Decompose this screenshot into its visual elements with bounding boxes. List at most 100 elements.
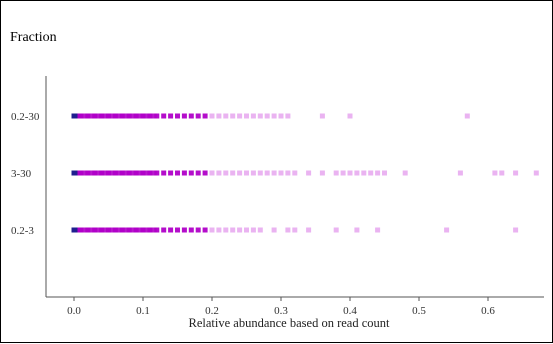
- data-point: [340, 170, 346, 176]
- data-point: [216, 227, 222, 233]
- data-point: [230, 227, 236, 233]
- data-point: [244, 227, 249, 233]
- data-point: [292, 227, 298, 233]
- data-point: [85, 227, 91, 233]
- data-point: [85, 170, 91, 176]
- data-point: [106, 227, 111, 233]
- data-point: [154, 170, 160, 176]
- data-point-zero: [71, 113, 78, 119]
- data-point: [499, 170, 505, 176]
- data-point: [347, 113, 353, 119]
- y-axis-title: Fraction: [10, 30, 57, 45]
- data-point: [237, 113, 243, 119]
- data-point: [175, 170, 180, 176]
- x-tick-label: 0.4: [343, 305, 357, 317]
- data-point: [168, 170, 174, 176]
- data-point: [126, 227, 132, 233]
- data-point: [161, 113, 167, 119]
- x-tick-label: 0.2: [205, 305, 219, 317]
- x-tick-label: 0.0: [67, 305, 81, 317]
- data-point: [119, 227, 125, 233]
- data-point: [285, 227, 291, 233]
- data-point: [513, 170, 519, 176]
- data-point-zero: [71, 170, 78, 176]
- data-point: [264, 113, 270, 119]
- data-point: [257, 113, 263, 119]
- data-point: [368, 170, 374, 176]
- data-point: [285, 170, 291, 176]
- data-point: [140, 227, 146, 233]
- data-point: [306, 227, 312, 233]
- data-point: [319, 113, 325, 119]
- data-point: [354, 227, 360, 233]
- data-point: [202, 227, 208, 233]
- data-point: [195, 113, 201, 119]
- data-point: [119, 113, 125, 119]
- data-point: [78, 170, 84, 176]
- data-point: [168, 227, 174, 233]
- data-point: [237, 170, 243, 176]
- data-point: [175, 227, 180, 233]
- data-point: [513, 227, 519, 233]
- data-point: [223, 113, 229, 119]
- y-tick-label: 3-30: [11, 168, 32, 180]
- data-point: [250, 113, 256, 119]
- data-point: [257, 227, 263, 233]
- data-point: [223, 170, 229, 176]
- data-point: [375, 227, 381, 233]
- data-point-zero: [71, 227, 78, 233]
- data-point: [361, 170, 367, 176]
- data-point: [181, 170, 187, 176]
- data-point: [402, 170, 408, 176]
- y-tick-label: 0.2-3: [11, 225, 34, 237]
- data-point: [457, 170, 463, 176]
- data-point: [99, 170, 105, 176]
- data-point: [202, 170, 208, 176]
- data-point: [188, 170, 194, 176]
- data-point: [154, 227, 160, 233]
- data-point: [92, 113, 98, 119]
- data-point: [306, 170, 312, 176]
- y-tick-labels: 0.2-3 3-30 0.2-30: [11, 111, 40, 237]
- data-point: [133, 113, 139, 119]
- data-point: [154, 113, 160, 119]
- data-point: [209, 227, 215, 233]
- data-point: [464, 113, 470, 119]
- data-point: [195, 170, 201, 176]
- data-point: [209, 113, 215, 119]
- data-point: [244, 170, 249, 176]
- data-point: [126, 170, 132, 176]
- data-point: [333, 227, 339, 233]
- data-point: [112, 113, 118, 119]
- data-point: [271, 113, 277, 119]
- data-point: [209, 170, 215, 176]
- data-point: [257, 170, 263, 176]
- x-tick-label: 0.5: [412, 305, 426, 317]
- data-point: [147, 227, 153, 233]
- data-point: [354, 170, 360, 176]
- data-point: [112, 170, 118, 176]
- data-point: [119, 170, 125, 176]
- data-point: [375, 170, 381, 176]
- data-point: [106, 113, 111, 119]
- data-point: [133, 227, 139, 233]
- data-point: [99, 227, 105, 233]
- data-point: [202, 113, 208, 119]
- data-point: [112, 227, 118, 233]
- x-tick-label: 0.6: [481, 305, 495, 317]
- data-point: [250, 170, 256, 176]
- data-point: [319, 170, 325, 176]
- data-point: [92, 227, 98, 233]
- data-point: [216, 170, 222, 176]
- data-point: [264, 170, 270, 176]
- data-point: [271, 227, 277, 233]
- x-tick-labels: 0.0 0.1 0.2 0.3 0.4 0.5 0.6: [67, 297, 495, 317]
- data-point: [161, 227, 167, 233]
- data-point: [333, 170, 339, 176]
- data-point: [382, 170, 387, 176]
- data-point: [147, 170, 153, 176]
- data-point: [347, 170, 353, 176]
- y-tick-label: 0.2-30: [11, 111, 40, 123]
- data-point: [181, 113, 187, 119]
